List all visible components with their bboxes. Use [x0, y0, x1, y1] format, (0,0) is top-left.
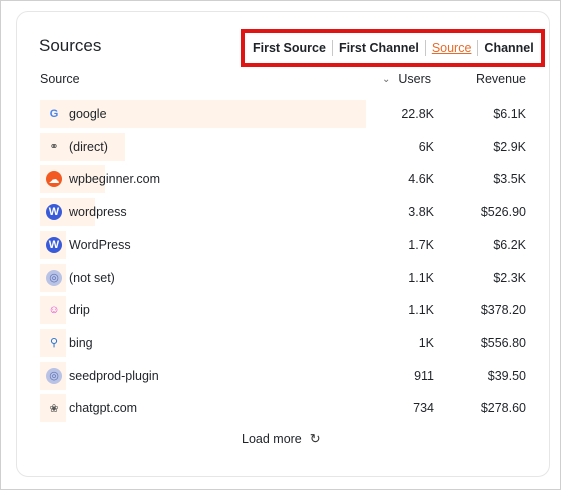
revenue-value: $278.60 — [480, 401, 526, 416]
users-value: 1K — [418, 335, 434, 350]
globe-icon: ◎ — [46, 269, 62, 286]
table-row[interactable]: ⚭ (direct) 6K $2.9K — [40, 132, 530, 161]
share-bar — [40, 394, 66, 423]
tab-divider — [331, 40, 333, 56]
source-label: seedprod-plugin — [69, 368, 159, 383]
revenue-value: $378.20 — [480, 303, 526, 318]
revenue-value: $2.9K — [493, 139, 526, 154]
refresh-icon: ↻ — [309, 431, 321, 446]
revenue-value: $39.50 — [487, 368, 526, 383]
tab-divider — [477, 40, 479, 56]
sources-card — [16, 11, 550, 477]
revenue-value: $526.90 — [480, 205, 526, 220]
source-label: drip — [69, 303, 90, 318]
share-bar — [40, 100, 366, 128]
share-bar — [40, 132, 125, 161]
users-value: 1.7K — [408, 237, 434, 252]
source-label: wordpress — [69, 205, 127, 220]
tab-channel[interactable]: Channel — [484, 41, 534, 55]
users-value: 734 — [413, 401, 434, 416]
column-header-source[interactable]: Source — [40, 72, 80, 86]
column-header-users[interactable]: ⌄ Users — [382, 72, 431, 86]
source-label: google — [69, 107, 107, 121]
search-icon: ⚲ — [49, 337, 59, 350]
revenue-value: $2.3K — [493, 270, 526, 285]
tab-source[interactable]: Source — [431, 41, 472, 55]
chevron-down-icon: ⌄ — [382, 73, 391, 85]
chatgpt-icon: ❀ — [49, 402, 59, 415]
revenue-value: $6.1K — [493, 107, 526, 121]
users-value: 3.8K — [408, 205, 434, 220]
table-row[interactable]: ◎ seedprod-plugin 911 $39.50 — [40, 361, 530, 390]
source-label: WordPress — [69, 237, 131, 252]
table-row[interactable]: ❀ chatgpt.com 734 $278.60 — [40, 394, 530, 423]
table-row[interactable]: ◎ (not set) 1.1K $2.3K — [40, 263, 530, 292]
load-more-label: Load more — [242, 432, 302, 446]
users-value: 6K — [418, 139, 434, 154]
source-label: chatgpt.com — [69, 401, 138, 416]
source-label: bing — [69, 335, 93, 350]
users-value: 911 — [414, 368, 434, 383]
users-value: 22.8K — [401, 107, 434, 121]
revenue-value: $6.2K — [493, 237, 526, 252]
tab-first-channel[interactable]: First Channel — [338, 41, 419, 55]
google-icon: G — [49, 108, 59, 120]
share-bar — [40, 296, 66, 325]
tabs-highlight-box — [241, 29, 545, 67]
table-row[interactable]: W WordPress 1.7K $6.2K — [40, 230, 530, 259]
globe-icon: ◎ — [46, 367, 62, 384]
table-row[interactable]: ☺ drip 1.1K $378.20 — [40, 296, 530, 325]
wordpress-icon: W — [46, 236, 62, 253]
source-tabs: First Source First Channel Source Channe… — [253, 38, 534, 58]
source-label: wpbeginner.com — [69, 172, 161, 187]
revenue-value: $3.5K — [493, 172, 526, 187]
wordpress-icon: W — [46, 204, 62, 221]
revenue-value: $556.80 — [480, 335, 526, 350]
table-row[interactable]: ☁ wpbeginner.com 4.6K $3.5K — [40, 165, 530, 194]
share-bar — [40, 328, 66, 357]
wpbeginner-icon: ☁ — [46, 171, 62, 188]
users-value: 1.1K — [408, 303, 434, 318]
column-header-revenue[interactable]: Revenue — [475, 72, 526, 86]
drip-icon: ☺ — [48, 304, 60, 317]
card-title: Sources — [39, 36, 102, 55]
users-value: 1.1K — [408, 270, 434, 285]
source-label: (direct) — [69, 139, 108, 154]
users-value: 4.6K — [408, 172, 434, 187]
source-label: (not set) — [69, 270, 115, 285]
link-icon: ⚭ — [49, 141, 59, 154]
tab-first-source[interactable]: First Source — [253, 41, 326, 55]
table-row[interactable]: ⚲ bing 1K $556.80 — [40, 328, 530, 357]
column-header-users-label: Users — [398, 72, 432, 86]
tab-divider — [424, 40, 426, 56]
load-more-button[interactable]: Load more ↻ — [242, 431, 321, 447]
